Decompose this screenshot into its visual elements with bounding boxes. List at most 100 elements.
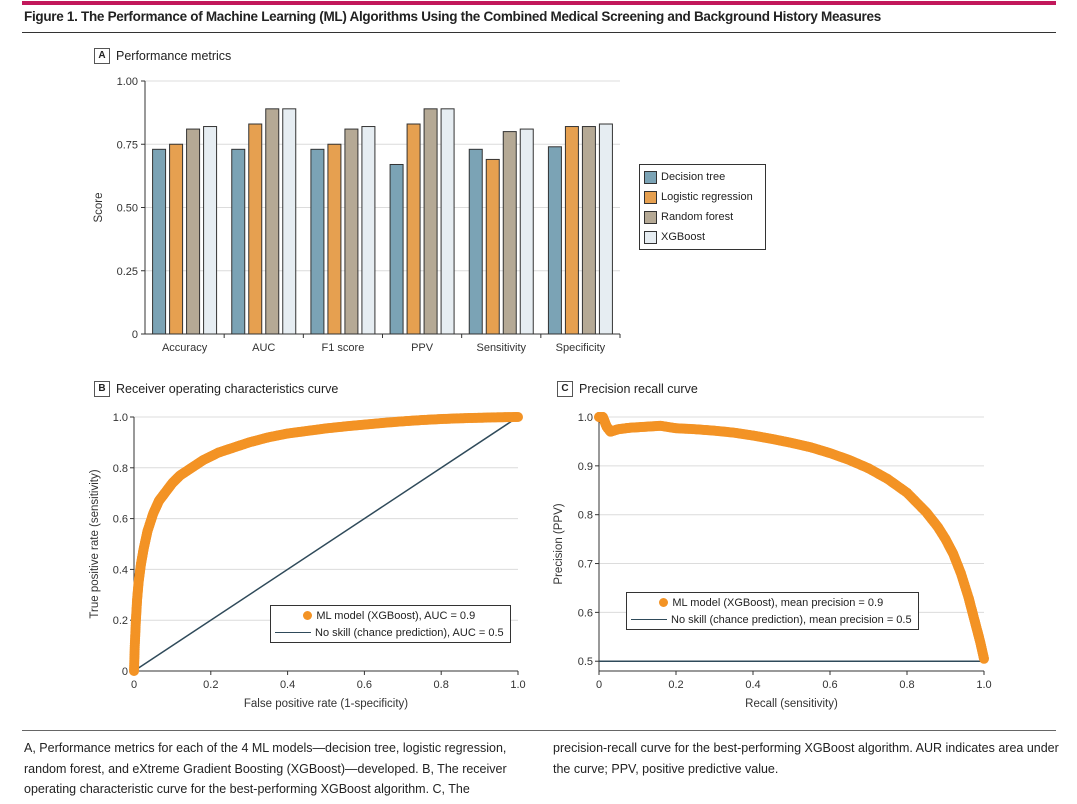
panel-a-letter: A	[94, 48, 110, 64]
bar	[598, 123, 613, 335]
pr-legend-item-model: ML model (XGBoost), mean precision = 0.9	[627, 594, 918, 611]
legend-item: XGBoost	[640, 227, 765, 247]
bar	[564, 126, 579, 335]
panel-c-title: Precision recall curve	[579, 382, 698, 396]
panel-a-header: A Performance metrics	[94, 48, 231, 64]
legend-swatch-icon	[644, 190, 657, 204]
y-tick-label: 0.8	[578, 510, 593, 522]
data-point	[513, 412, 523, 422]
legend-label: Decision tree	[661, 171, 726, 183]
bar	[519, 128, 534, 335]
roc-legend-noskill-label: No skill (chance prediction), AUC = 0.5	[315, 626, 504, 639]
y-tick-label: 1.0	[578, 412, 593, 424]
bar	[406, 123, 421, 335]
bar	[169, 143, 184, 335]
y-tick-label: 0.50	[117, 203, 138, 215]
y-tick-label: 0.7	[578, 559, 593, 571]
bar	[344, 128, 359, 335]
x-tick-label: 1.0	[510, 679, 525, 691]
bar	[327, 143, 342, 335]
orange-dot-icon	[659, 598, 669, 607]
pr-legend-noskill-label: No skill (chance prediction), mean preci…	[671, 613, 912, 626]
bar-chart-legend: Decision tree Logistic regression Random f…	[639, 164, 766, 250]
roc-legend-item-model: ML model (XGBoost), AUC = 0.9	[271, 607, 510, 624]
bar	[547, 146, 562, 335]
y-tick-label: 0	[132, 329, 138, 341]
y-tick-label: 0	[122, 666, 128, 678]
caption-right: precision-recall curve for the best-perf…	[553, 741, 1059, 776]
bar	[265, 108, 280, 335]
x-tick-label: AUC	[252, 342, 275, 354]
x-tick-label: F1 score	[322, 342, 365, 354]
y-axis-label: True positive rate (sensitivity)	[89, 469, 101, 618]
title-divider	[22, 32, 1056, 33]
bar	[468, 148, 483, 335]
bar	[361, 126, 376, 335]
bar	[310, 148, 325, 335]
x-tick-label: Sensitivity	[476, 342, 526, 354]
x-tick-label: 0	[596, 679, 602, 691]
x-tick-label: 0.4	[280, 679, 295, 691]
x-tick-label: 0.8	[434, 679, 449, 691]
panel-c-header: C Precision recall curve	[557, 381, 698, 397]
panel-c-letter: C	[557, 381, 573, 397]
x-tick-label: 0.2	[668, 679, 683, 691]
legend-item: Random forest	[640, 207, 765, 227]
figure-title: Figure 1. The Performance of Machine Lea…	[24, 9, 881, 24]
legend-swatch-icon	[644, 170, 657, 184]
top-accent-rule	[22, 1, 1056, 5]
bar	[203, 126, 218, 335]
bar	[581, 126, 596, 335]
x-axis-label: False positive rate (1-specificity)	[244, 698, 408, 710]
y-tick-label: 0.25	[117, 266, 138, 278]
legend-label: XGBoost	[661, 231, 706, 243]
orange-dot-icon	[303, 611, 313, 620]
bar	[423, 108, 438, 335]
y-tick-label: 0.75	[117, 139, 138, 151]
legend-swatch-icon	[644, 230, 657, 244]
bar	[389, 163, 404, 335]
x-tick-label: 0	[131, 679, 137, 691]
roc-chart: 0 0.2 0.4 0.6 0.8 1.0 0 0.2 0.4 0.6 0.8 1.0 False po…	[89, 412, 526, 710]
legend-label: Random forest	[661, 211, 734, 223]
roc-legend: ML model (XGBoost), AUC = 0.9 No skill (…	[270, 605, 511, 643]
bar	[502, 131, 517, 335]
y-tick-label: 0.6	[578, 607, 593, 619]
pr-chart: 0.5 0.6 0.7 0.8 0.9 1.0 0 0.2 0.4 0.6 0.8 1.0 Recall…	[553, 412, 992, 710]
panel-b-letter: B	[94, 381, 110, 397]
legend-item: Logistic regression	[640, 187, 765, 207]
y-tick-label: 0.6	[113, 514, 128, 526]
panel-b-header: B Receiver operating characteristics cur…	[94, 381, 338, 397]
bar-chart: 0 0.25 0.50 0.75 1.00 Score Accuracy AUC F1 scor…	[93, 76, 621, 354]
pr-legend: ML model (XGBoost), mean precision = 0.9…	[626, 592, 919, 630]
pr-legend-item-noskill: No skill (chance prediction), mean preci…	[627, 611, 918, 628]
y-axis-label: Precision (PPV)	[553, 503, 565, 584]
x-tick-label: Specificity	[556, 342, 606, 354]
y-tick-label: 0.8	[113, 463, 128, 475]
x-tick-label: Accuracy	[162, 342, 208, 354]
roc-legend-item-noskill: No skill (chance prediction), AUC = 0.5	[271, 624, 510, 641]
pr-legend-model-label: ML model (XGBoost), mean precision = 0.9	[672, 596, 884, 609]
y-axis-label: Score	[93, 192, 105, 222]
x-tick-label: 0.8	[899, 679, 914, 691]
legend-item: Decision tree	[640, 167, 765, 187]
y-tick-label: 0.9	[578, 461, 593, 473]
data-point	[979, 653, 989, 664]
no-skill-line	[133, 416, 519, 672]
x-tick-label: 0.2	[203, 679, 218, 691]
roc-legend-model-label: ML model (XGBoost), AUC = 0.9	[316, 609, 476, 622]
x-axis-label: Recall (sensitivity)	[745, 698, 838, 710]
x-tick-label: 1.0	[976, 679, 991, 691]
line-swatch-icon	[631, 619, 667, 620]
y-tick-label: 0.5	[578, 656, 593, 668]
x-tick-label: PPV	[411, 342, 434, 354]
y-tick-label: 0.4	[113, 564, 128, 576]
bar	[248, 123, 263, 335]
x-tick-label: 0.6	[822, 679, 837, 691]
bar	[231, 148, 246, 335]
line-swatch-icon	[275, 632, 311, 633]
panel-b-title: Receiver operating characteristics curve	[116, 382, 339, 396]
bar	[440, 108, 455, 335]
y-tick-label: 1.0	[113, 412, 128, 424]
caption-left: A, Performance metrics for each of the 4…	[24, 741, 507, 796]
